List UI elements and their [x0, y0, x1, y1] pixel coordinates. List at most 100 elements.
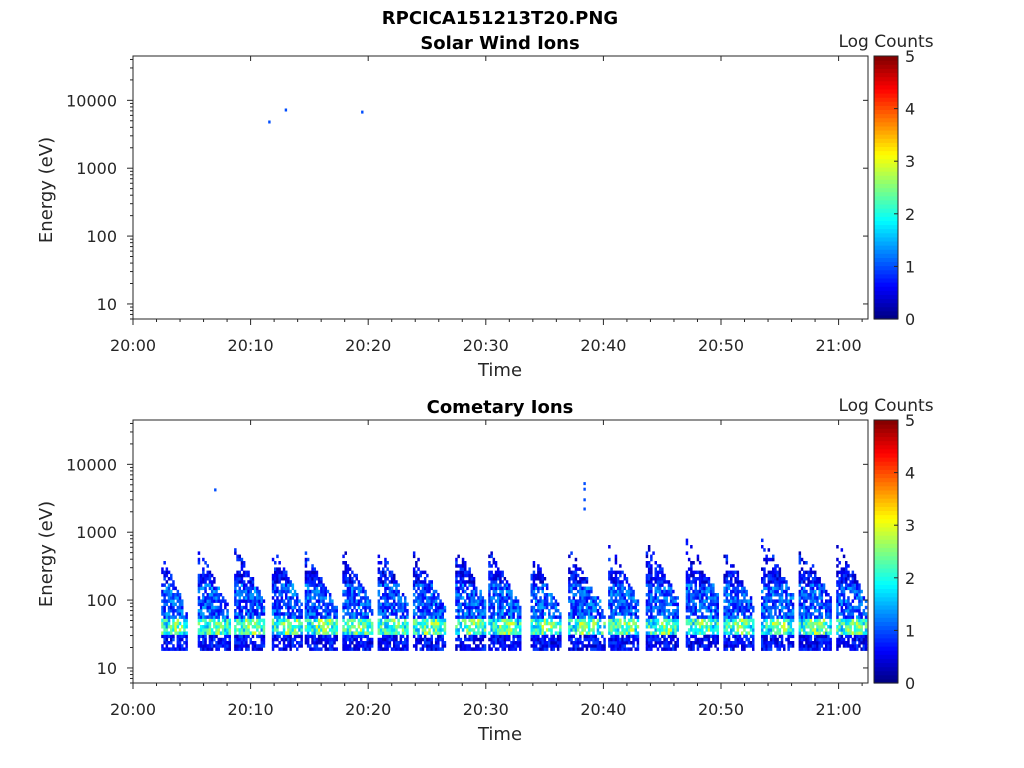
spectrogram-cell	[625, 605, 629, 610]
spectrogram-cell	[761, 602, 764, 607]
spectrogram-cell	[412, 567, 416, 571]
spectrogram-cell	[492, 621, 496, 626]
spectrogram-cell	[475, 634, 478, 639]
spectrogram-cell	[650, 618, 653, 623]
spectrogram-cell	[219, 599, 223, 603]
spectrogram-cell	[807, 625, 810, 629]
spectrogram-cell	[492, 615, 496, 619]
spectrogram-cell	[298, 609, 301, 613]
colorbar-segment	[874, 138, 898, 143]
spectrogram-cell	[714, 641, 717, 645]
spectrogram-cell	[382, 647, 385, 651]
y-axis-label: Energy (eV)	[36, 137, 57, 243]
spectrogram-cell	[419, 615, 422, 619]
spectrogram-cell	[763, 570, 766, 575]
spectrogram-cell	[803, 599, 806, 603]
spectrogram-cell	[170, 599, 173, 603]
spectrogram-cell	[253, 644, 257, 648]
spectrogram-cell	[776, 618, 779, 623]
spectrogram-cell	[725, 570, 729, 575]
spectrogram-cell	[645, 561, 649, 565]
spectrogram-cell	[404, 615, 407, 619]
spectrogram-cell	[362, 631, 365, 635]
spectrogram-cell	[285, 602, 288, 607]
spectrogram-cell	[331, 599, 334, 603]
spectrogram-cell	[805, 637, 808, 642]
spectrogram-cell	[346, 637, 350, 642]
spectrogram-cell	[694, 609, 697, 613]
spectrogram-cell	[532, 577, 536, 581]
spectrogram-cell	[226, 641, 229, 645]
spectrogram-cell	[572, 641, 575, 645]
spectrogram-cell	[789, 641, 793, 645]
spectrogram-cell	[461, 641, 465, 645]
spectrogram-cell	[621, 637, 624, 642]
spectrogram-cell	[537, 631, 540, 635]
spectrogram-cell	[368, 621, 372, 626]
spectrogram-cell	[388, 634, 392, 639]
spectrogram-cell	[687, 644, 691, 648]
spectrogram-cell	[709, 583, 713, 587]
spectrogram-cell	[763, 573, 766, 578]
spectrogram-cell	[262, 641, 266, 645]
spectrogram-cell	[304, 593, 308, 597]
spectrogram-cell	[468, 605, 471, 610]
spectrogram-cell	[430, 596, 433, 600]
spectrogram-cell	[827, 625, 830, 629]
spectrogram-cell	[384, 605, 387, 610]
spectrogram-cell	[434, 609, 438, 613]
spectrogram-cell	[838, 628, 841, 632]
spectrogram-cell	[842, 637, 846, 642]
spectrogram-cell	[351, 599, 354, 603]
spectrogram-cell	[245, 605, 248, 610]
spectrogram-cell	[176, 644, 180, 648]
spectrogram-cell	[437, 596, 440, 600]
spectrogram-cell	[814, 593, 817, 597]
spectrogram-cell	[752, 625, 755, 629]
spectrogram-cell	[838, 580, 841, 584]
spectrogram-cell	[501, 602, 504, 607]
spectrogram-cell	[470, 647, 474, 651]
spectrogram-cell	[783, 580, 786, 584]
spectrogram-cell	[461, 609, 465, 613]
spectrogram-cell	[167, 609, 171, 613]
spectrogram-cell	[836, 583, 839, 587]
spectrogram-cell	[296, 634, 299, 639]
x-tick-label: 20:20	[345, 336, 391, 355]
spectrogram-cell	[510, 589, 513, 594]
spectrogram-cell	[743, 615, 746, 619]
spectrogram-cell	[311, 621, 314, 626]
spectrogram-cell	[346, 621, 350, 626]
spectrogram-cell	[271, 618, 275, 623]
spectrogram-cell	[326, 615, 330, 619]
spectrogram-cell	[468, 634, 471, 639]
spectrogram-cell	[701, 615, 704, 619]
spectrogram-cell	[610, 567, 613, 571]
spectrogram-cell	[587, 586, 591, 591]
spectrogram-cell	[417, 557, 420, 562]
spectrogram-cell	[730, 641, 733, 645]
spectrogram-cell	[703, 593, 706, 597]
spectrogram-cell	[552, 644, 555, 648]
spectrogram-cell	[240, 647, 244, 651]
spectrogram-cell	[170, 596, 173, 600]
spectrogram-cell	[423, 589, 427, 594]
spectrogram-cell	[242, 641, 246, 645]
spectrogram-cell	[165, 573, 169, 578]
spectrogram-cell	[709, 615, 713, 619]
spectrogram-cell	[430, 599, 433, 603]
spectrogram-cell	[417, 631, 420, 635]
spectrogram-cell	[234, 573, 237, 578]
spectrogram-cell	[386, 625, 389, 629]
spectrogram-cell	[342, 641, 345, 645]
spectrogram-cell	[494, 586, 498, 591]
spectrogram-cell	[395, 583, 398, 587]
spectrogram-cell	[818, 580, 821, 584]
spectrogram-cell	[346, 625, 350, 629]
spectrogram-cell	[490, 621, 493, 626]
spectrogram-cell	[685, 634, 689, 639]
spectrogram-cell	[807, 618, 810, 623]
spectrogram-cell	[807, 631, 810, 635]
spectrogram-cell	[457, 564, 460, 568]
spectrogram-cell	[285, 631, 288, 635]
